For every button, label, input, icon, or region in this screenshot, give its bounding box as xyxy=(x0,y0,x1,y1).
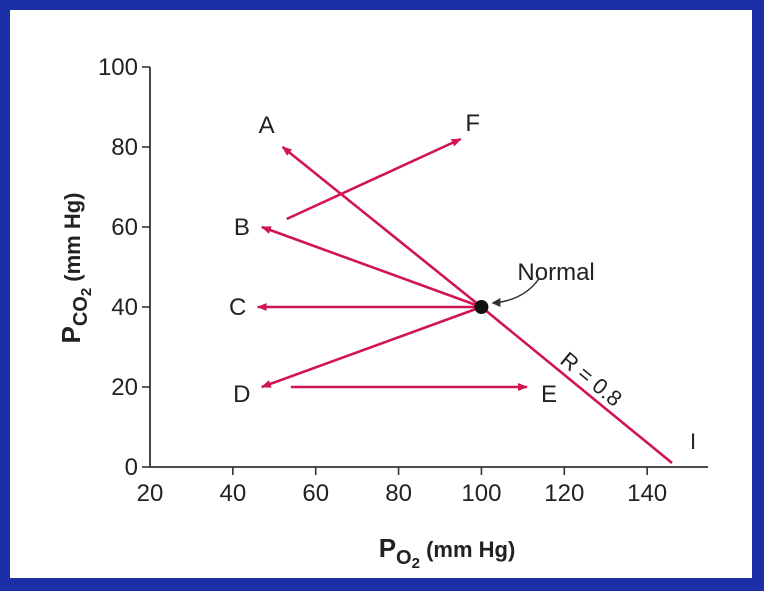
x-tick-label-140: 140 xyxy=(627,480,667,507)
y-tick-label-0: 0 xyxy=(125,454,138,481)
x-tick-label-100: 100 xyxy=(461,480,501,507)
y-axis-title-subsub: 2 xyxy=(78,288,95,296)
normal-pointer-head xyxy=(491,298,501,307)
x-tick-label-40: 40 xyxy=(220,480,247,507)
x-axis-title-subsub: 2 xyxy=(412,555,420,572)
x-axis-title: PO2 (mm Hg) xyxy=(379,533,516,572)
arrow-label-d: D xyxy=(233,381,250,408)
arrow-label-a: A xyxy=(259,112,275,139)
arrow-f xyxy=(286,137,462,221)
y-axis-title: PCO2 (mm Hg) xyxy=(56,192,95,343)
y-ticks: 0 20 40 60 80 100 xyxy=(98,54,150,481)
r-line xyxy=(480,305,673,465)
arrow-label-b: B xyxy=(234,214,250,241)
arrow-label-f: F xyxy=(465,110,480,137)
y-tick-label-100: 100 xyxy=(98,54,138,81)
arrow-label-c: C xyxy=(229,294,246,321)
x-ticks: 20 40 60 80 100 120 140 xyxy=(137,467,667,507)
arrow-b xyxy=(260,225,482,309)
r-line-label: R = 0.8 xyxy=(556,347,627,412)
normal-label: Normal xyxy=(517,259,594,286)
arrow-a xyxy=(281,145,483,309)
y-axis-title-sub: CO xyxy=(70,296,92,326)
y-tick-label-40: 40 xyxy=(111,294,138,321)
x-axis-title-sub: O xyxy=(396,547,412,569)
y-tick-label-20: 20 xyxy=(111,374,138,401)
arrow-d xyxy=(260,305,482,389)
y-tick-label-60: 60 xyxy=(111,214,138,241)
x-axis-title-main: P xyxy=(379,533,396,563)
r-line-end-label: I xyxy=(690,429,696,454)
x-tick-label-60: 60 xyxy=(302,480,329,507)
y-axis-title-main: P xyxy=(56,326,86,343)
arrow-label-e: E xyxy=(541,381,557,408)
axes xyxy=(149,67,708,468)
normal-point xyxy=(474,300,489,314)
chart-frame: 0 20 40 60 80 100 20 40 60 80 100 120 140 PCO2 (mm … xyxy=(10,10,752,578)
x-tick-label-20: 20 xyxy=(137,480,164,507)
x-axis-title-unit: (mm Hg) xyxy=(420,537,515,562)
y-axis-title-unit: (mm Hg) xyxy=(60,192,85,287)
y-tick-label-80: 80 xyxy=(111,134,138,161)
x-tick-label-120: 120 xyxy=(544,480,584,507)
plot-marks: R = 0.8 I A B C D E F Normal xyxy=(229,110,696,465)
x-tick-label-80: 80 xyxy=(385,480,412,507)
